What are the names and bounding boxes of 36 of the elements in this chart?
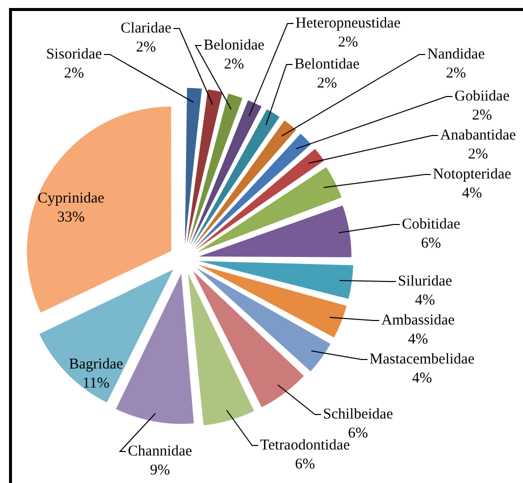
slice-label: Belonidae <box>204 37 265 54</box>
slice-label: Channidae <box>128 443 192 460</box>
slice-label: Heteropneustidae <box>296 15 401 32</box>
data-label: 2% <box>338 34 358 50</box>
data-label: 9% <box>150 462 170 478</box>
slice-label: Anabantidae <box>440 127 516 144</box>
slice-label: Nandidae <box>427 46 486 62</box>
data-label: 2% <box>468 146 488 162</box>
data-label: 4% <box>408 331 428 348</box>
data-label: 2% <box>446 65 466 82</box>
slice-label: Cyprinidae <box>38 190 105 206</box>
data-label: 2% <box>64 65 84 82</box>
slice-label: Sisoridae <box>46 46 102 62</box>
data-label: 2% <box>136 39 156 56</box>
slice-label: Ambassidae <box>381 312 455 328</box>
slice-label: Notopteridae <box>432 166 512 182</box>
data-label: 2% <box>317 75 337 92</box>
slice-label: Mastacembelidae <box>370 351 475 368</box>
slice-label: Schilbeidae <box>323 406 394 422</box>
slice-label: Bagridae <box>68 356 124 372</box>
data-label: 2% <box>472 107 492 124</box>
data-label: 6% <box>295 456 315 472</box>
data-label: 4% <box>415 292 435 308</box>
slice-label: Claridae <box>120 20 172 36</box>
slice-label: Tetraodontidae <box>260 437 350 454</box>
data-label: 2% <box>224 56 244 72</box>
data-label: 6% <box>348 425 368 442</box>
slice-label: Belontidae <box>294 56 360 72</box>
data-label: 6% <box>421 235 441 252</box>
slice-label: Cobitidae <box>402 216 460 232</box>
slice-label: Gobiidae <box>454 88 510 104</box>
data-label: 11% <box>82 375 110 392</box>
data-label: 33% <box>57 209 85 226</box>
slice-label: Siluridae <box>398 273 452 290</box>
data-label: 4% <box>462 185 482 202</box>
data-label: 4% <box>412 370 432 386</box>
